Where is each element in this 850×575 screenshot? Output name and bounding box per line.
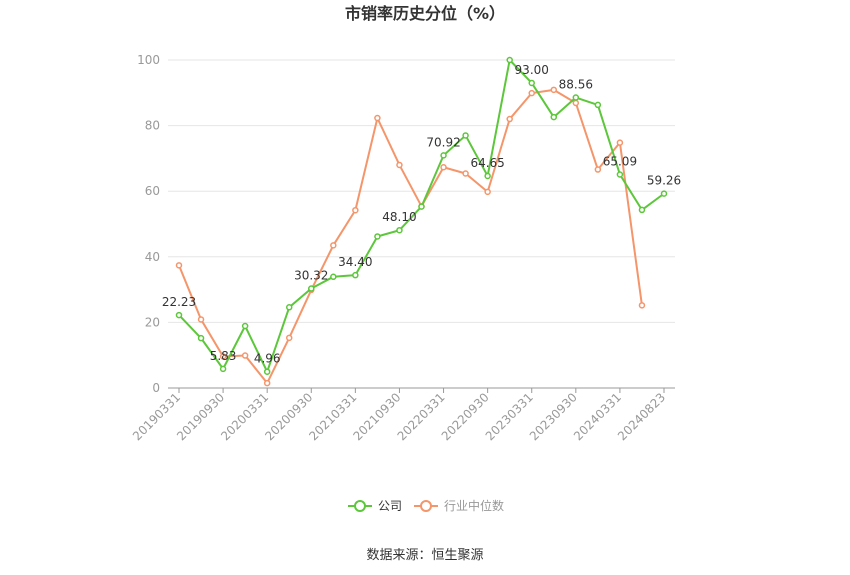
series-layer [175, 56, 668, 387]
data-point [285, 304, 293, 311]
data-label: 59.26 [647, 174, 681, 188]
legend-item-company[interactable]: 公司 [348, 499, 402, 513]
data-point [484, 172, 491, 180]
data-label: 4.96 [254, 352, 281, 366]
data-point [440, 152, 447, 159]
data-label: 64.65 [470, 156, 504, 170]
data-point [550, 113, 558, 121]
data-point [285, 334, 293, 342]
data-point [263, 379, 271, 387]
data-point [374, 114, 381, 122]
data-point [197, 334, 205, 342]
legend[interactable]: 公司 行业中位数 [348, 498, 504, 513]
data-point [594, 166, 602, 173]
data-point [418, 203, 425, 210]
y-tick-label: 0 [152, 381, 160, 395]
legend-marker [420, 500, 432, 512]
data-point [660, 190, 668, 197]
y-tick-label: 20 [145, 315, 160, 329]
data-point [572, 99, 580, 107]
data-point [175, 262, 183, 269]
data-point [440, 164, 447, 171]
y-tick-label: 40 [145, 250, 160, 264]
data-point [396, 226, 403, 234]
data-point [528, 79, 535, 87]
data-label: 34.40 [338, 255, 372, 269]
data-label: 93.00 [515, 63, 549, 77]
data-point [352, 206, 359, 214]
data-point [330, 242, 337, 249]
data-point [528, 89, 535, 97]
data-point [175, 311, 183, 319]
data-point [638, 206, 646, 214]
legend-item-industry-median[interactable]: 行业中位数 [414, 498, 504, 513]
y-tick-label: 60 [145, 184, 160, 198]
data-point [352, 271, 359, 279]
data-point [330, 273, 337, 281]
x-tick-label: 20240823 [615, 390, 668, 443]
data-point [241, 322, 249, 330]
grid-lines [168, 59, 675, 323]
legend-label: 行业中位数 [444, 498, 504, 513]
data-point [506, 56, 513, 64]
data-label: 88.56 [559, 78, 593, 92]
y-tick-label: 80 [145, 119, 160, 133]
series-line-company [178, 59, 665, 373]
data-point [572, 94, 580, 101]
legend-marker [354, 500, 366, 512]
data-point [219, 365, 227, 373]
data-point [484, 188, 491, 196]
data-point [263, 368, 271, 375]
data-point [616, 171, 624, 178]
data-point [219, 353, 227, 360]
data-label: 5.83 [210, 349, 237, 363]
data-point [506, 115, 513, 123]
data-labels: 22.23 5.83 4.96 30.32 34.40 48.10 70.92 64.65 93… [162, 63, 681, 366]
y-tick-label: 100 [137, 53, 160, 67]
data-point [638, 302, 646, 309]
data-label: 70.92 [426, 135, 460, 149]
data-point [616, 139, 624, 146]
data-point [550, 86, 558, 94]
series-line-industry-median [178, 88, 643, 385]
data-label: 65.09 [603, 155, 637, 169]
data-point [462, 132, 469, 139]
data-point [594, 101, 602, 109]
data-point [462, 170, 469, 177]
data-point [308, 285, 315, 292]
data-label: 30.32 [294, 269, 328, 283]
data-point [197, 316, 205, 323]
axes: 0204060801002019033120190930202003312020… [130, 53, 675, 443]
chart-title: 市销率历史分位（%） [345, 4, 505, 23]
data-label: 48.10 [382, 210, 416, 224]
data-label: 22.23 [162, 295, 196, 309]
source-note: 数据来源：恒生聚源 [366, 548, 483, 563]
legend-label: 公司 [378, 499, 402, 513]
data-point [374, 233, 381, 240]
data-point [396, 161, 403, 169]
data-point [241, 352, 249, 359]
